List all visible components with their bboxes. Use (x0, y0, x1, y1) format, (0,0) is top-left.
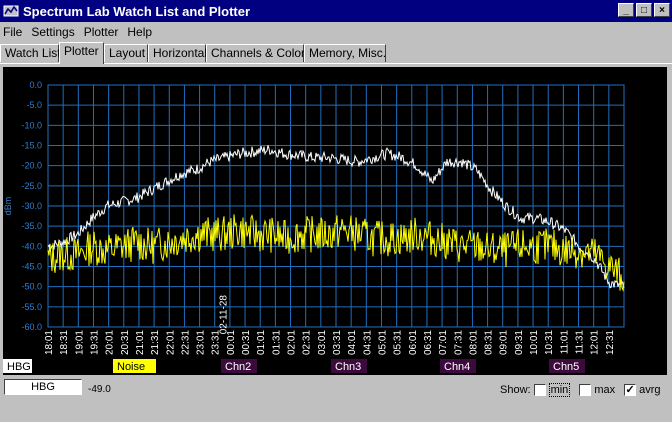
x-tick-label: 12:01 (590, 330, 601, 355)
avrg-checkbox[interactable]: ✓ (624, 384, 637, 396)
x-tick-label: 08:31 (484, 330, 495, 355)
x-tick-label: 09:31 (514, 330, 525, 355)
x-tick-label: 21:31 (150, 330, 161, 355)
y-tick-label: -55.0 (21, 302, 42, 312)
x-tick-label: 23:01 (196, 330, 207, 355)
y-tick-label: -10.0 (21, 120, 42, 130)
y-axis-label: dBm (3, 197, 13, 216)
y-tick-label: -50.0 (21, 282, 42, 292)
x-tick-label: 02:01 (287, 330, 298, 355)
legend-label: Chn3 (335, 361, 361, 373)
y-tick-label: -15.0 (21, 141, 42, 151)
x-tick-label: 01:31 (271, 330, 282, 355)
chart: 0.0 -5.0 -10.0 -15.0 -20.0 -25.0 -30.0 -35.0 -40… (3, 80, 625, 373)
tab-layout[interactable]: Layout (104, 44, 148, 62)
x-tick-label: 22:01 (165, 330, 176, 355)
max-checkbox[interactable] (579, 384, 592, 396)
y-tick-label: -45.0 (21, 262, 42, 272)
x-tick-label: 04:01 (347, 330, 358, 355)
show-options: Show: min max ✓ avrg (500, 383, 661, 397)
x-tick-label: 09:01 (499, 330, 510, 355)
legend-swatch (440, 359, 476, 373)
x-tick-label: 11:31 (575, 330, 586, 355)
date-marker: 02-11-28 (218, 295, 229, 335)
menu-file[interactable]: File (3, 25, 23, 39)
y-tick-label: -60.0 (21, 322, 42, 332)
x-tick-label: 04:31 (362, 330, 373, 355)
app-icon (3, 5, 19, 17)
x-tick-label: 22:31 (180, 330, 191, 355)
x-tick-label: 06:31 (423, 330, 434, 355)
x-tick-label: 03:01 (317, 330, 328, 355)
min-checkbox[interactable] (533, 384, 546, 396)
tab-memory-misc[interactable]: Memory, Misc. (304, 44, 386, 62)
legend-label: Chn5 (553, 361, 579, 373)
x-tick-label: 02:31 (302, 330, 313, 355)
x-tick-label: 07:31 (453, 330, 464, 355)
legend-swatch (331, 359, 367, 373)
x-tick-label: 23:31 (211, 330, 222, 355)
y-tick-label: -25.0 (21, 181, 42, 191)
legend-label: Noise (117, 361, 145, 373)
x-tick-label: 00:31 (241, 330, 252, 355)
x-tick-label: 10:31 (544, 330, 555, 355)
x-tick-label: 03:31 (332, 330, 343, 355)
x-tick-label: 10:01 (529, 330, 540, 355)
status-footer: HBG -49.0 Show: min max ✓ avrg (0, 377, 672, 422)
legend-label: Chn4 (444, 361, 470, 373)
legend-swatch (113, 359, 156, 373)
y-tick-label: -30.0 (21, 201, 42, 211)
y-tick-label: -40.0 (21, 241, 42, 251)
x-tick-label: 01:01 (256, 330, 267, 355)
channel-value: -49.0 (88, 384, 111, 395)
x-tick-label: 19:31 (89, 330, 100, 355)
legend-label: Chn2 (225, 361, 251, 373)
x-tick-label: 19:01 (74, 330, 85, 355)
x-tick-label: 11:01 (559, 330, 570, 355)
show-label: Show: (500, 384, 531, 396)
tab-strip: Watch List Plotter Layout Horizontal Cha… (0, 42, 672, 64)
tab-channels-colors[interactable]: Channels & Colors (206, 44, 311, 62)
close-button[interactable]: × (654, 3, 670, 17)
series-line-noise (47, 213, 625, 292)
menu-plotter[interactable]: Plotter (83, 25, 119, 39)
x-tick-label: 18:01 (44, 330, 55, 355)
plotter-panel (0, 63, 672, 422)
tab-horizontal[interactable]: Horizontal (148, 44, 207, 62)
x-tick-label: 05:01 (377, 330, 388, 355)
channel-selector[interactable]: HBG (4, 379, 82, 395)
y-tick-label: 0.0 (29, 80, 42, 90)
series-line-hbg (47, 145, 625, 289)
legend-swatch (221, 359, 257, 373)
x-tick-label: 20:31 (120, 330, 131, 355)
avrg-label: avrg (639, 384, 661, 396)
title-bar: Spectrum Lab Watch List and Plotter _ □ … (0, 0, 672, 22)
x-tick-label: 06:01 (408, 330, 419, 355)
legend-swatch (3, 359, 32, 373)
tab-plotter[interactable]: Plotter (59, 42, 104, 64)
min-label: min (548, 383, 571, 397)
x-tick-label: 05:31 (393, 330, 404, 355)
x-tick-label: 07:01 (438, 330, 449, 355)
x-tick-label: 08:01 (468, 330, 479, 355)
x-tick-label: 00:01 (226, 330, 237, 355)
legend-label: HBG (7, 361, 31, 373)
maximize-button[interactable]: □ (636, 3, 652, 17)
menu-help[interactable]: Help (127, 25, 153, 39)
menu-settings[interactable]: Settings (31, 25, 75, 39)
menu-bar: File Settings Plotter Help (0, 23, 672, 41)
x-tick-label: 18:31 (59, 330, 70, 355)
tab-watch-list[interactable]: Watch List (0, 44, 61, 62)
x-tick-label: 20:01 (105, 330, 116, 355)
window-title: Spectrum Lab Watch List and Plotter (23, 3, 251, 19)
minimize-button[interactable]: _ (618, 3, 634, 17)
y-tick-label: -35.0 (21, 221, 42, 231)
plot-area[interactable]: 0.0 -5.0 -10.0 -15.0 -20.0 -25.0 -30.0 -35.0 -40… (3, 67, 667, 375)
x-tick-label: 21:01 (135, 330, 146, 355)
y-tick-label: -5.0 (26, 100, 42, 110)
max-label: max (594, 384, 616, 396)
x-tick-label: 12:31 (605, 330, 616, 355)
legend-swatch (549, 359, 585, 373)
y-tick-label: -20.0 (21, 161, 42, 171)
